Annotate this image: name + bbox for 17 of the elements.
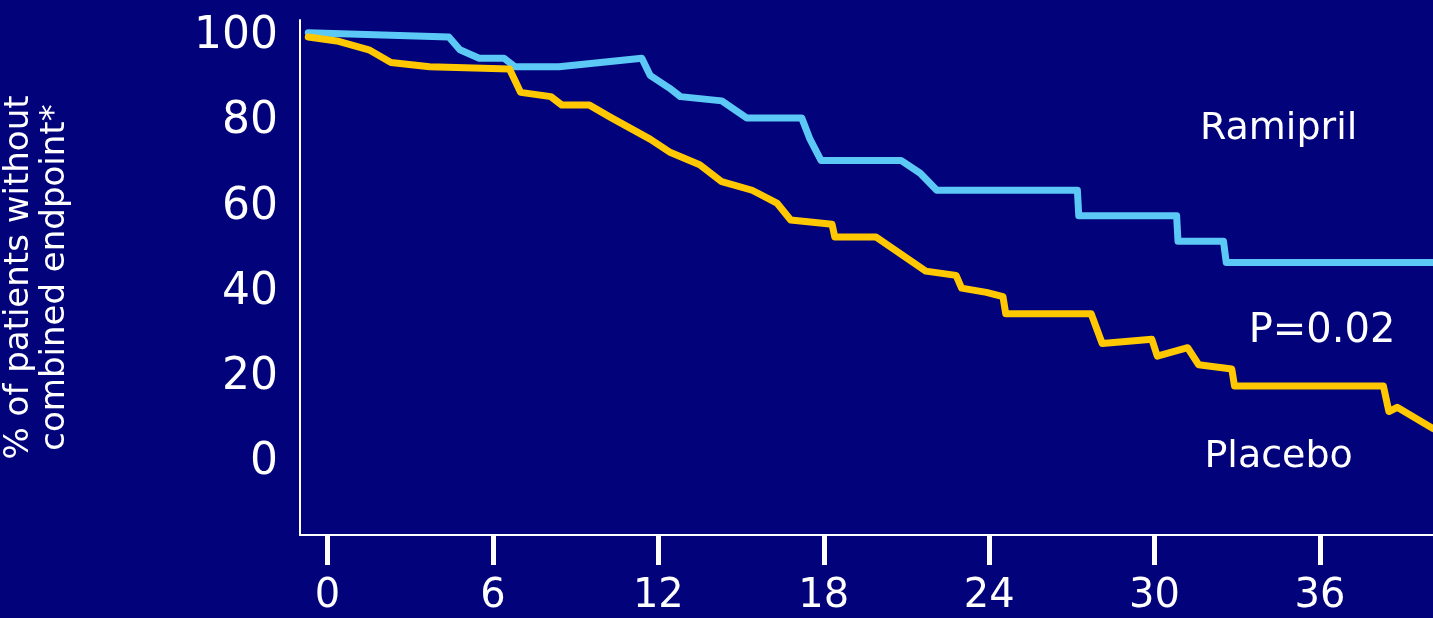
y-axis-title: % of patients without combined endpoint*: [0, 95, 72, 460]
x-tick-label: 0: [314, 570, 341, 616]
y-tick-label: 40: [222, 262, 278, 314]
x-tick-label: 30: [1129, 570, 1181, 616]
y-tick-label: 20: [222, 347, 278, 399]
series-label: Ramipril: [1199, 104, 1358, 149]
series-label: Placebo: [1204, 432, 1353, 477]
x-tick-label: 36: [1294, 570, 1346, 616]
y-tick-label: 60: [222, 177, 278, 229]
x-tick-label: 18: [798, 570, 850, 616]
y-tick-label: 0: [250, 432, 278, 484]
annotation: P=0.02: [1248, 305, 1396, 351]
x-tick-label: 12: [632, 570, 684, 616]
x-tick-label: 24: [963, 570, 1015, 616]
y-tick-label: 100: [194, 7, 278, 59]
y-tick-label: 80: [222, 92, 278, 144]
x-tick-label: 6: [480, 570, 506, 616]
